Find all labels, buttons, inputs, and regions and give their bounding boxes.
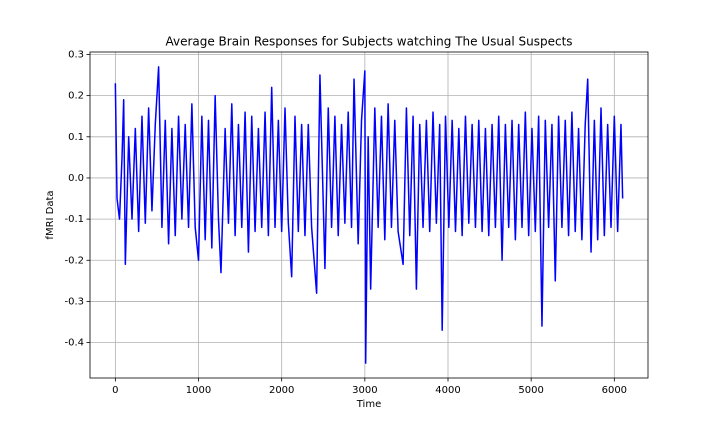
y-tick-label: -0.4 [64, 338, 84, 349]
x-axis-label: Time [356, 399, 381, 410]
x-tick-label: 0 [112, 385, 118, 396]
y-tick-label: 0.3 [68, 49, 84, 60]
y-tick-label: -0.1 [64, 214, 84, 225]
y-axis-label: fMRI Data [45, 190, 56, 239]
x-tick-label: 1000 [186, 385, 211, 396]
y-tick-label: -0.3 [64, 296, 84, 307]
y-tick-label: 0.0 [68, 173, 84, 184]
chart-title: Average Brain Responses for Subjects wat… [165, 35, 572, 49]
x-tick-label: 5000 [518, 385, 543, 396]
plot-frame [89, 51, 649, 379]
x-tick-label: 3000 [352, 385, 377, 396]
y-tick-label: 0.2 [68, 91, 84, 102]
x-tick-label: 6000 [602, 385, 627, 396]
y-tick-label: 0.1 [68, 132, 84, 143]
x-tick-label: 4000 [435, 385, 460, 396]
y-tick-label: -0.2 [64, 255, 84, 266]
data-line [114, 66, 624, 364]
x-tick-label: 2000 [269, 385, 294, 396]
